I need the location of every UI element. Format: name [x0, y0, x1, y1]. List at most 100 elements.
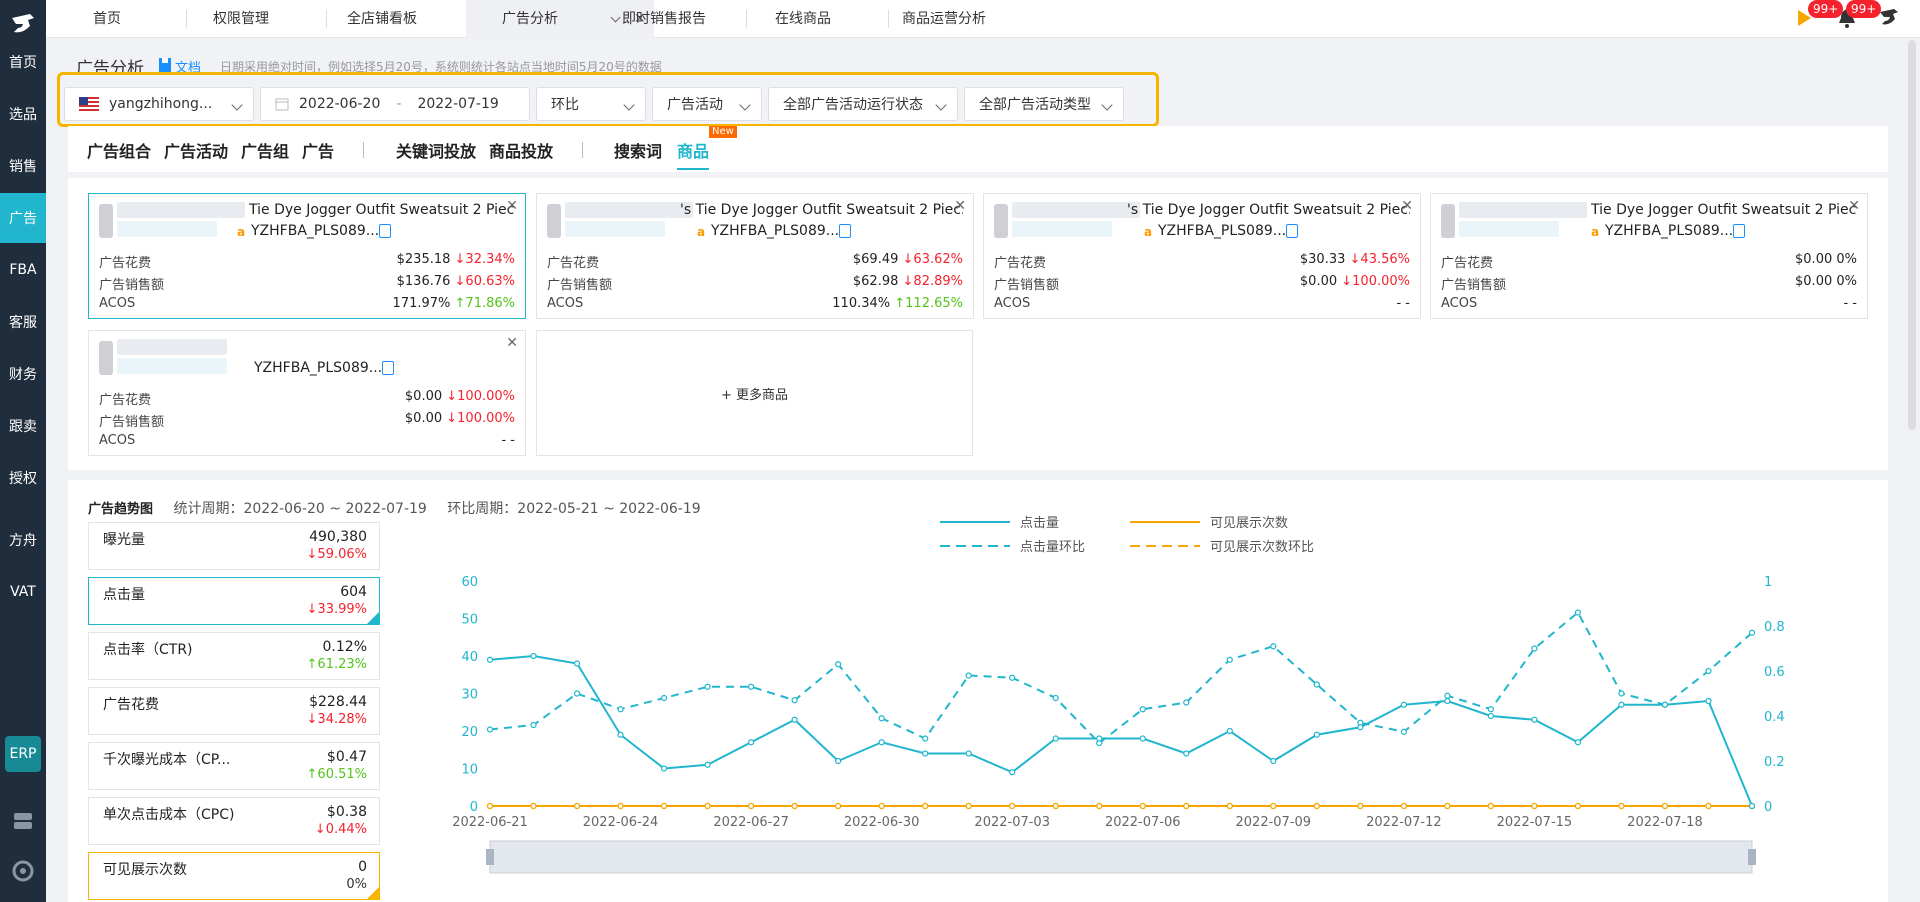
- tab-ad-group[interactable]: 广告组: [241, 142, 290, 161]
- campaign-select[interactable]: 广告活动: [652, 87, 762, 121]
- metric-row: ACOS - -: [99, 433, 515, 453]
- metric-change: ↓63.62%: [902, 252, 963, 267]
- tab-portfolio[interactable]: 广告组合: [87, 142, 152, 161]
- tab-ad-analysis[interactable]: 广告分析 ✕: [466, 0, 654, 38]
- sidebar-item-5[interactable]: 客服: [9, 315, 37, 331]
- amazon-icon[interactable]: a: [1591, 225, 1600, 239]
- y-right-tick-label: 0.4: [1764, 710, 1785, 725]
- product-card[interactable]: Tie Dye Jogger Outfit Sweatsuit 2 Piec..…: [88, 193, 526, 319]
- data-point: [660, 765, 668, 772]
- chevron-down-icon[interactable]: [610, 12, 621, 23]
- product-title[interactable]: 's Tie Dye Jogger Outfit Sweatsuit 2 Pie…: [1127, 202, 1410, 218]
- metric-card[interactable]: 可见展示次数 0 0%: [88, 852, 380, 900]
- tab-permission[interactable]: 权限管理: [213, 11, 269, 27]
- sidebar-item-1[interactable]: 选品: [9, 107, 37, 123]
- tab-store-board[interactable]: 全店铺看板: [347, 11, 417, 27]
- compare-select-value: 环比: [551, 97, 579, 113]
- compare-select[interactable]: 环比: [536, 87, 646, 121]
- product-image: [99, 204, 113, 238]
- metric-card[interactable]: 单次点击成本（CPC) $0.38 ↓0.44%: [88, 797, 380, 845]
- amazon-icon[interactable]: a: [237, 225, 246, 239]
- data-point: [1139, 706, 1146, 713]
- date-end[interactable]: 2022-07-19: [417, 96, 499, 112]
- x-tick-label: 2022-06-24: [583, 815, 659, 830]
- date-range-picker[interactable]: 2022-06-20 - 2022-07-19: [260, 87, 530, 121]
- metric-label: 广告销售额: [994, 278, 1060, 293]
- sidebar-item-7[interactable]: 跟卖: [9, 419, 37, 435]
- metric-change: ↓33.99%: [306, 602, 367, 617]
- tab-keyword-targeting[interactable]: 关键词投放: [396, 142, 477, 161]
- sidebar-item-10[interactable]: VAT: [10, 584, 36, 600]
- tab-instant-sales[interactable]: 即时销售报告: [622, 11, 706, 27]
- data-point: [1052, 802, 1059, 810]
- data-point: [530, 802, 537, 810]
- campaign-type-select[interactable]: 全部广告活动类型: [964, 87, 1124, 121]
- close-icon[interactable]: ✕: [954, 198, 966, 214]
- sidebar-item-4[interactable]: FBA: [9, 262, 37, 278]
- product-title[interactable]: 's Tie Dye Jogger Outfit Sweatsuit 2 Pie…: [680, 202, 963, 218]
- copy-icon[interactable]: [379, 224, 391, 238]
- metric-name: 点击量: [103, 587, 145, 603]
- store-select[interactable]: yangzhihong...: [64, 87, 254, 121]
- app-logo-icon[interactable]: [8, 10, 38, 40]
- close-icon[interactable]: ✕: [506, 198, 518, 214]
- data-point: [1444, 697, 1451, 705]
- metric-card[interactable]: 点击率（CTR) 0.12% ↑61.23%: [88, 632, 380, 680]
- metric-card[interactable]: 曝光量 490,380 ↓59.06%: [88, 522, 380, 570]
- add-more-products-button[interactable]: + 更多商品: [536, 330, 973, 456]
- data-point: [878, 715, 885, 722]
- close-icon[interactable]: ✕: [506, 335, 518, 351]
- tab-ad[interactable]: 广告: [302, 142, 335, 161]
- sidebar-item-3[interactable]: 广告: [0, 193, 46, 243]
- tab-product[interactable]: 商品: [677, 138, 710, 170]
- product-card[interactable]: YZHFBA_PLS089... ✕ 广告花费 $0.00 ↓100.00% 广告…: [88, 330, 526, 456]
- document-icon: [159, 58, 171, 72]
- tab-home[interactable]: 首页: [93, 11, 121, 27]
- amazon-icon[interactable]: a: [697, 225, 706, 239]
- copy-icon[interactable]: [1286, 224, 1298, 238]
- erp-button[interactable]: ERP: [5, 736, 41, 772]
- server-icon[interactable]: [13, 812, 33, 830]
- metric-value: 0: [358, 859, 367, 875]
- data-point: [1487, 802, 1494, 810]
- compare-period-label: 环比周期：: [447, 501, 518, 517]
- data-point: [1400, 802, 1407, 810]
- metric-card[interactable]: 千次曝光成本（CP... $0.47 ↑60.51%: [88, 742, 380, 790]
- data-point: [573, 802, 581, 810]
- play-icon[interactable]: [1796, 9, 1812, 27]
- copy-icon[interactable]: [1733, 224, 1745, 238]
- product-title[interactable]: Tie Dye Jogger Outfit Sweatsuit 2 Piec..…: [1591, 202, 1857, 218]
- metric-amount: $0.00: [404, 389, 443, 404]
- tab-search-term[interactable]: 搜索词: [614, 142, 663, 161]
- product-card[interactable]: 's Tie Dye Jogger Outfit Sweatsuit 2 Pie…: [983, 193, 1421, 319]
- tab-product-ops[interactable]: 商品运营分析: [902, 11, 986, 27]
- user-avatar-icon[interactable]: [1878, 6, 1900, 30]
- copy-icon[interactable]: [839, 224, 851, 238]
- product-card[interactable]: 's Tie Dye Jogger Outfit Sweatsuit 2 Pie…: [536, 193, 974, 319]
- date-start[interactable]: 2022-06-20: [299, 96, 381, 112]
- tab-campaign[interactable]: 广告活动: [164, 142, 229, 161]
- metric-card[interactable]: 广告花费 $228.44 ↓34.28%: [88, 687, 380, 735]
- campaign-status-select[interactable]: 全部广告活动运行状态: [768, 87, 958, 121]
- amazon-icon[interactable]: a: [1144, 225, 1153, 239]
- sidebar-item-8[interactable]: 授权: [9, 471, 37, 487]
- close-icon[interactable]: ✕: [1401, 198, 1413, 214]
- headset-icon[interactable]: [12, 860, 34, 882]
- metric-card[interactable]: 点击量 604 ↓33.99%: [88, 577, 380, 625]
- tab-online-products[interactable]: 在线商品: [775, 11, 831, 27]
- sidebar-item-2[interactable]: 销售: [9, 159, 37, 175]
- copy-icon[interactable]: [382, 361, 394, 375]
- data-point: [922, 735, 929, 742]
- y-right-tick-label: 1: [1764, 575, 1772, 590]
- tab-product-targeting[interactable]: 商品投放: [489, 142, 554, 161]
- product-card[interactable]: Tie Dye Jogger Outfit Sweatsuit 2 Piec..…: [1430, 193, 1868, 319]
- data-point: [1574, 802, 1582, 810]
- product-title[interactable]: Tie Dye Jogger Outfit Sweatsuit 2 Piec..…: [249, 202, 515, 218]
- sidebar-item-9[interactable]: 方舟: [9, 533, 37, 549]
- page-scrollbar[interactable]: [1908, 40, 1916, 430]
- close-icon[interactable]: ✕: [1848, 198, 1860, 214]
- sidebar-item-0[interactable]: 首页: [9, 55, 37, 71]
- sidebar-item-6[interactable]: 财务: [9, 367, 37, 383]
- metric-amount: - -: [1396, 296, 1410, 311]
- close-icon[interactable]: ✕: [634, 11, 646, 27]
